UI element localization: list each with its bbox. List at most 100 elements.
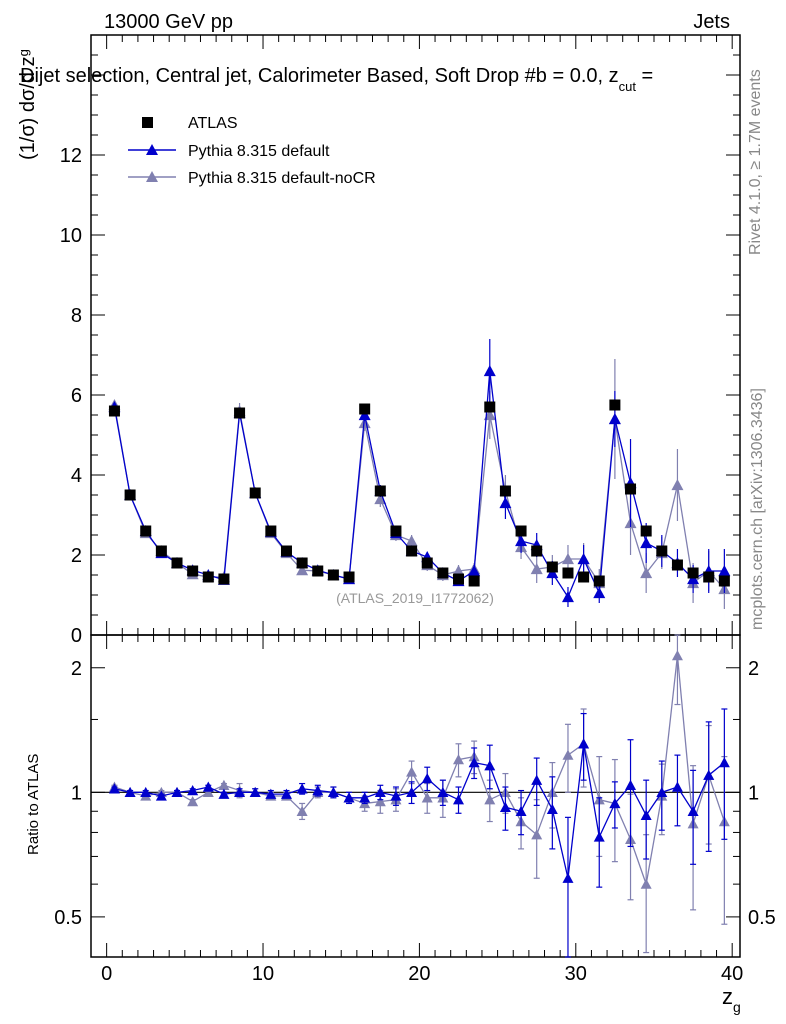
default-point bbox=[640, 537, 653, 549]
atlas-point bbox=[312, 565, 324, 577]
default-ratio-point bbox=[703, 769, 715, 780]
main-ylabel: (1/σ) dσ/d zg bbox=[16, 49, 39, 160]
default-ratio-point bbox=[453, 794, 465, 805]
atlas-point bbox=[703, 571, 715, 583]
default-ratio-point bbox=[343, 792, 355, 803]
atlas-point bbox=[656, 545, 668, 557]
nocr-ratio-point bbox=[453, 754, 465, 765]
y-tick-label: 2 bbox=[71, 545, 82, 567]
y-tick-label: 12 bbox=[60, 145, 82, 167]
y-tick-label: 8 bbox=[71, 305, 82, 327]
default-ratio-point bbox=[671, 781, 683, 792]
default-ratio-point bbox=[202, 781, 214, 792]
analysis-watermark: (ATLAS_2019_I1772062) bbox=[336, 590, 494, 606]
ratio-axes: 0 10 20 30 40 0.5 0.5 1 1 2 2 bbox=[54, 635, 776, 985]
default-point bbox=[515, 535, 528, 547]
atlas-point bbox=[562, 567, 574, 579]
default-ratio-point bbox=[562, 872, 574, 883]
atlas-point bbox=[187, 565, 199, 577]
default-ratio-point bbox=[265, 788, 277, 799]
default-ratio-point bbox=[171, 786, 183, 798]
default-point bbox=[358, 409, 371, 421]
default-ratio-point bbox=[327, 786, 339, 798]
x-tick-label: 40 bbox=[721, 963, 743, 985]
ratio-frame bbox=[90, 634, 741, 958]
nocr-point bbox=[296, 564, 309, 576]
nocr-ratio-point bbox=[562, 749, 574, 760]
atlas-point bbox=[515, 525, 527, 537]
nocr-ratio-point bbox=[296, 805, 308, 816]
atlas-point bbox=[327, 569, 339, 581]
atlas-point bbox=[140, 525, 152, 537]
default-ratio-point bbox=[531, 774, 543, 785]
default-point bbox=[593, 587, 606, 599]
ratio-y-tick-label: 1 bbox=[71, 782, 82, 804]
default-ratio-point bbox=[218, 788, 230, 799]
nocr-ratio-point bbox=[640, 878, 652, 889]
ratio-y-tick-label-right: 2 bbox=[748, 658, 759, 680]
legend-label-nocr: Pythia 8.315 default-noCR bbox=[188, 170, 376, 187]
legend: ATLAS Pythia 8.315 default Pythia 8.315 … bbox=[128, 115, 376, 187]
default-point bbox=[561, 591, 574, 603]
atlas-point bbox=[609, 399, 621, 411]
default-ratio-point bbox=[468, 757, 480, 768]
y-tick-label: 10 bbox=[60, 225, 82, 247]
default-ratio-point bbox=[656, 786, 668, 798]
ratio-y-tick-label: 2 bbox=[71, 658, 82, 680]
atlas-point bbox=[546, 561, 558, 573]
nocr-ratio-line bbox=[114, 655, 725, 887]
nocr-point bbox=[671, 479, 684, 491]
nocr-ratio-point bbox=[202, 786, 214, 798]
plot-title: Dijet selection, Central jet, Calorimete… bbox=[20, 65, 653, 94]
xlabel: zg bbox=[722, 984, 741, 1015]
nocr-ratio-point bbox=[484, 794, 496, 805]
nocr-point bbox=[561, 553, 574, 565]
atlas-point bbox=[484, 401, 496, 413]
default-ratio-point bbox=[187, 785, 199, 796]
default-ratio-point bbox=[546, 803, 558, 814]
x-tick-label: 0 bbox=[101, 963, 112, 985]
default-ratio-point bbox=[108, 783, 120, 794]
nocr-point bbox=[374, 493, 387, 505]
nocr-ratio-point bbox=[421, 792, 433, 803]
y-tick-label: 0 bbox=[71, 625, 82, 647]
default-ratio-point bbox=[609, 797, 621, 809]
atlas-point bbox=[453, 573, 465, 585]
default-point bbox=[499, 497, 512, 509]
atlas-point bbox=[374, 485, 386, 497]
atlas-point bbox=[218, 573, 230, 585]
atlas-point bbox=[249, 487, 261, 499]
default-point bbox=[483, 365, 496, 377]
nocr-ratio-point bbox=[671, 650, 683, 661]
atlas-point bbox=[202, 571, 214, 583]
default-ratio-point bbox=[640, 809, 652, 820]
default-point bbox=[687, 573, 700, 585]
atlas-point bbox=[296, 557, 308, 569]
default-ratio-point bbox=[499, 801, 511, 812]
atlas-point bbox=[124, 489, 136, 501]
atlas-point bbox=[437, 567, 449, 579]
legend-label-atlas: ATLAS bbox=[188, 115, 238, 132]
nocr-point bbox=[640, 567, 653, 579]
default-ratio-point bbox=[718, 757, 730, 768]
side-rivet-text: Rivet 4.1.0, ≥ 1.7M events bbox=[747, 69, 764, 255]
nocr-point bbox=[358, 417, 371, 429]
default-ratio-point bbox=[140, 786, 152, 798]
header-right: Jets bbox=[693, 11, 730, 33]
nocr-ratio-point bbox=[531, 829, 543, 840]
atlas-point bbox=[499, 485, 511, 497]
x-tick-label: 20 bbox=[408, 963, 430, 985]
default-ratio-point bbox=[390, 790, 402, 801]
atlas-point bbox=[671, 559, 683, 571]
atlas-point bbox=[421, 557, 433, 569]
ratio-y-tick-label: 0.5 bbox=[54, 907, 82, 929]
default-ratio-point bbox=[280, 788, 292, 799]
default-ratio-line bbox=[114, 743, 725, 879]
x-tick-label: 10 bbox=[252, 963, 274, 985]
default-ratio-point bbox=[515, 805, 527, 816]
ratio-ylabel: Ratio to ATLAS bbox=[25, 754, 42, 855]
default-ratio-point bbox=[359, 792, 371, 803]
atlas-point bbox=[343, 571, 355, 583]
y-tick-label: 6 bbox=[71, 385, 82, 407]
